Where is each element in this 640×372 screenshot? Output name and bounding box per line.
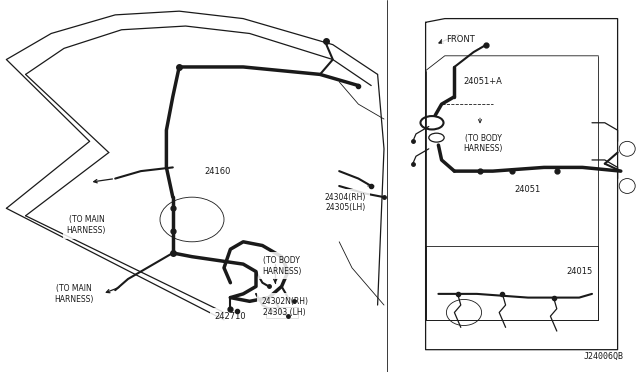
Text: FRONT: FRONT: [447, 35, 475, 44]
Text: 242710: 242710: [214, 312, 246, 321]
Text: (TO BODY
HARNESS): (TO BODY HARNESS): [463, 134, 503, 153]
Text: 24304(RH)
24305(LH): 24304(RH) 24305(LH): [325, 193, 366, 212]
Text: (TO MAIN
HARNESS): (TO MAIN HARNESS): [67, 215, 106, 235]
Text: 24051: 24051: [515, 185, 541, 194]
Text: 24160: 24160: [204, 167, 231, 176]
Text: 24051+A: 24051+A: [464, 77, 502, 86]
Text: J24006QB: J24006QB: [584, 352, 624, 361]
Text: (TO BODY
HARNESS): (TO BODY HARNESS): [262, 256, 301, 276]
Text: 24302N(RH)
24303 (LH): 24302N(RH) 24303 (LH): [261, 297, 308, 317]
Text: (TO MAIN
HARNESS): (TO MAIN HARNESS): [54, 284, 93, 304]
Text: 24015: 24015: [566, 267, 593, 276]
